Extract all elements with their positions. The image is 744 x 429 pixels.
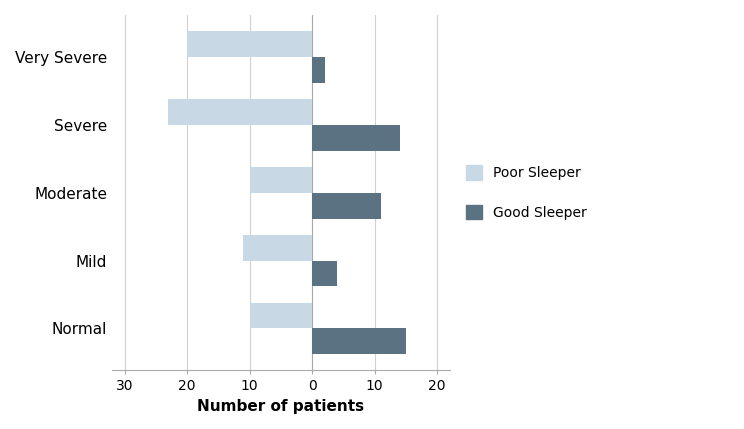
Bar — [168, 99, 312, 125]
Legend: Poor Sleeper, Good Sleeper: Poor Sleeper, Good Sleeper — [460, 160, 593, 226]
Bar — [312, 329, 406, 354]
Bar — [187, 31, 312, 57]
X-axis label: Number of patients: Number of patients — [197, 399, 365, 414]
Bar — [243, 235, 312, 260]
Bar — [250, 303, 312, 329]
Bar — [312, 193, 381, 218]
Bar — [312, 57, 324, 83]
Bar — [312, 260, 337, 287]
Bar — [312, 125, 400, 151]
Bar — [250, 167, 312, 193]
